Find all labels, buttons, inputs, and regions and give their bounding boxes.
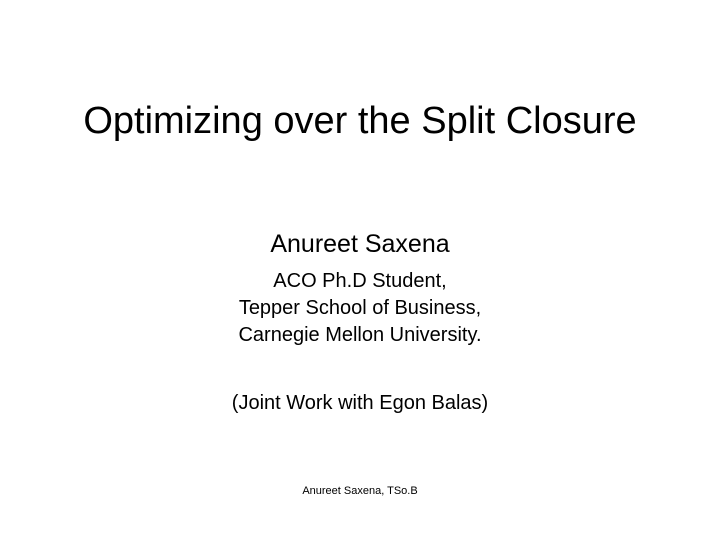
affiliation-block: ACO Ph.D Student, Tepper School of Busin… bbox=[0, 268, 720, 349]
slide-title: Optimizing over the Split Closure bbox=[0, 100, 720, 143]
affiliation-line-3: Carnegie Mellon University. bbox=[0, 322, 720, 349]
slide: Optimizing over the Split Closure Anuree… bbox=[0, 0, 720, 540]
author-name: Anureet Saxena bbox=[0, 230, 720, 259]
joint-work-line: (Joint Work with Egon Balas) bbox=[0, 392, 720, 415]
affiliation-line-1: ACO Ph.D Student, bbox=[0, 268, 720, 295]
affiliation-line-2: Tepper School of Business, bbox=[0, 295, 720, 322]
footer-text: Anureet Saxena, TSo.B bbox=[0, 485, 720, 497]
